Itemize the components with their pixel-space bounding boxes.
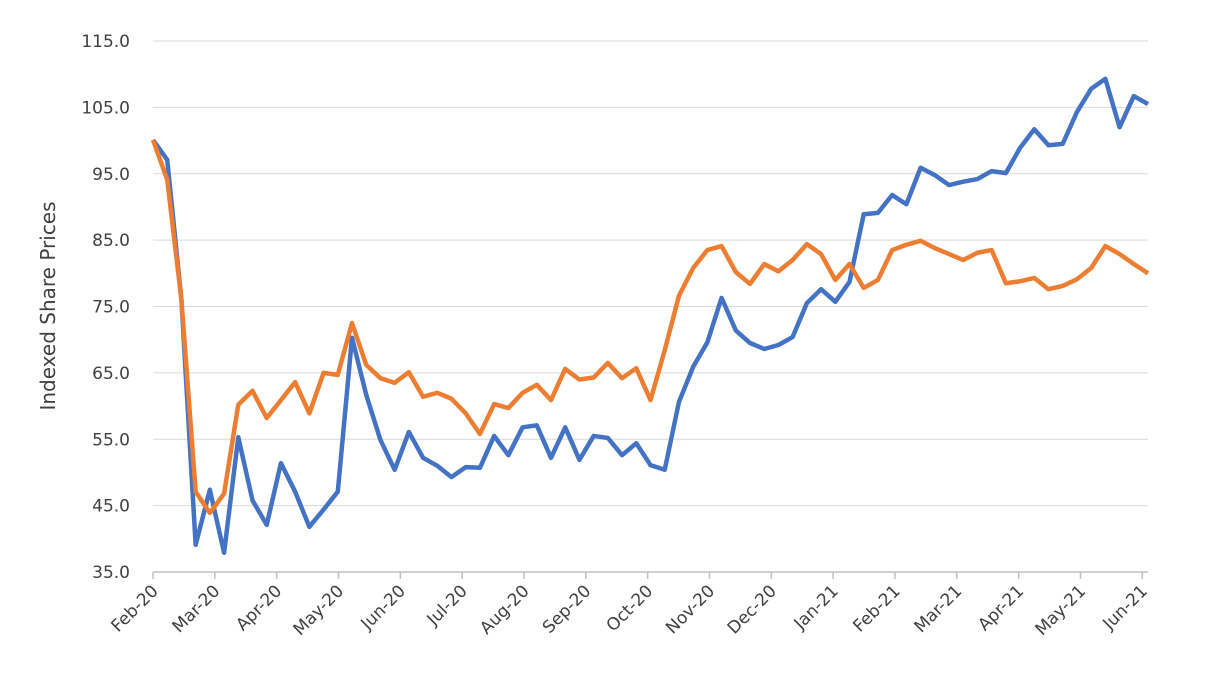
- x-tick-label: Apr-21: [974, 581, 1028, 635]
- series-line: [150, 139, 1150, 516]
- x-tick-label: Oct-20: [603, 581, 658, 636]
- x-tick-label: Apr-20: [232, 581, 286, 635]
- x-tick-label: Feb-20: [107, 581, 162, 636]
- x-tick-label: Feb-21: [849, 581, 904, 636]
- x-tick-label: Jan-21: [790, 581, 843, 634]
- y-axis-label: Indexed Share Prices: [36, 201, 60, 410]
- x-tick-label: Mar-21: [911, 581, 967, 637]
- y-tick-label: 45.0: [92, 497, 130, 517]
- x-tick-label: Sep-20: [539, 581, 595, 637]
- x-tick-label: Jul-20: [423, 581, 472, 630]
- y-tick-label: 115.0: [81, 32, 130, 52]
- x-tick-label: Jun-20: [357, 581, 410, 634]
- x-tick-label: Jun-21: [1099, 581, 1152, 634]
- x-tick-label: Dec-20: [724, 581, 781, 638]
- x-tick-label: May-20: [290, 581, 348, 639]
- x-tick-label: Mar-20: [169, 581, 225, 637]
- y-tick-label: 105.0: [81, 98, 130, 118]
- y-tick-label: 75.0: [92, 298, 130, 318]
- y-tick-label: 35.0: [92, 563, 130, 583]
- y-tick-label: 85.0: [92, 231, 130, 251]
- y-tick-label: 95.0: [92, 165, 130, 185]
- y-tick-label: 55.0: [92, 430, 130, 450]
- y-tick-label: 65.0: [92, 364, 130, 384]
- x-tick-label: Aug-20: [476, 581, 533, 638]
- x-tick-label: May-21: [1032, 581, 1090, 639]
- x-tick-label: Nov-20: [662, 581, 719, 638]
- series-line: [151, 76, 1150, 556]
